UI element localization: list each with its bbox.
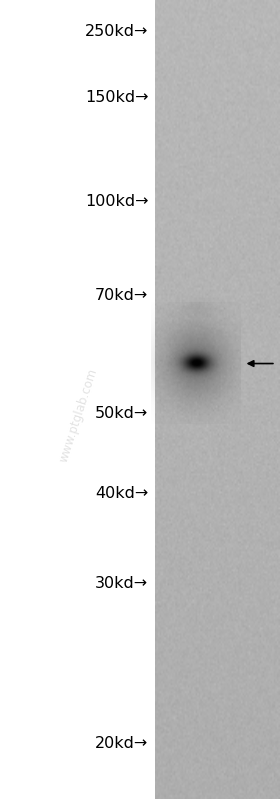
Text: 50kd→: 50kd→ [95, 407, 148, 421]
Text: 150kd→: 150kd→ [85, 90, 148, 105]
Text: 100kd→: 100kd→ [85, 194, 148, 209]
Text: 250kd→: 250kd→ [85, 25, 148, 39]
Text: www.ptglab.com: www.ptglab.com [57, 367, 100, 464]
Text: 20kd→: 20kd→ [95, 736, 148, 750]
Text: 30kd→: 30kd→ [95, 576, 148, 590]
Text: 70kd→: 70kd→ [95, 288, 148, 303]
Text: 40kd→: 40kd→ [95, 487, 148, 501]
